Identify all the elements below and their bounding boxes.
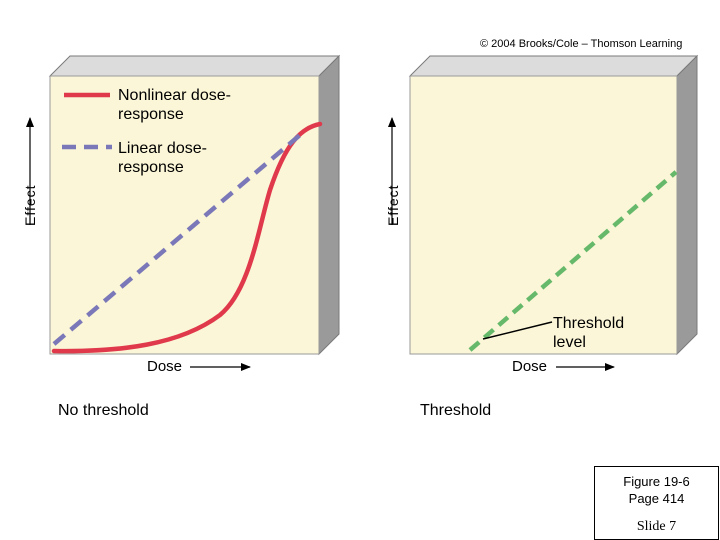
page-number: Page 414 (628, 491, 685, 506)
threshold-pointer (482, 321, 553, 340)
left-y-axis-label: Effect (22, 184, 38, 226)
figure-number: Figure 19-6 (623, 474, 690, 489)
linear-curve (52, 133, 302, 346)
right-panel-side (676, 54, 698, 356)
legend-nonlinear-label: Nonlinear dose-response (118, 87, 231, 123)
nonlinear-curve (51, 121, 323, 354)
threshold-level-label: Threshold level (553, 315, 625, 351)
right-panel-face (409, 75, 678, 355)
slide-number: Slide 7 (636, 519, 677, 534)
right-panel-top (408, 55, 699, 77)
copyright-notice: © 2004 Brooks/Cole – Thomson Learning (480, 38, 683, 50)
left-panel-side (318, 54, 340, 356)
right-y-axis-label: Effect (385, 184, 401, 226)
left-panel-top (48, 55, 341, 77)
figure-reference-box: Figure 19-6 Page 414 Slide 7 (594, 466, 719, 540)
threshold-curve (468, 170, 678, 352)
right-panel-box (408, 54, 699, 356)
legend-linear-label: Linear dose-response (118, 140, 207, 176)
right-caption: Threshold (420, 402, 492, 419)
right-x-axis-label: Dose (512, 358, 548, 375)
left-caption: No threshold (58, 402, 149, 419)
figure-reference-text: Figure 19-6 Page 414 (595, 473, 718, 507)
left-x-axis-label: Dose (147, 358, 183, 375)
